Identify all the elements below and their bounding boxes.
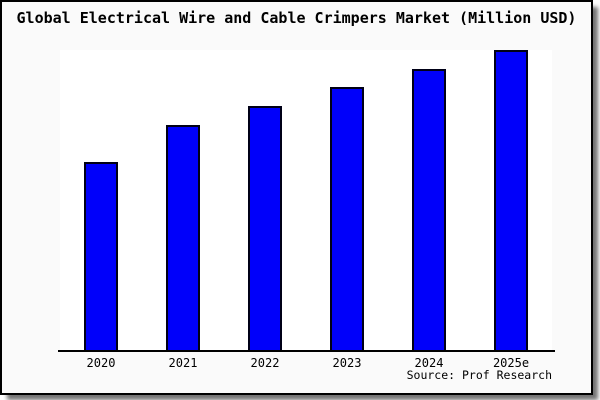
bars	[60, 50, 552, 350]
bar-2024	[412, 68, 446, 350]
bar-slot-2024	[388, 50, 470, 350]
bar-2023	[330, 86, 364, 350]
bar-2020	[84, 161, 118, 350]
bar-slot-2020	[60, 50, 142, 350]
bar-slot-2023	[306, 50, 388, 350]
chart-card: Global Electrical Wire and Cable Crimper…	[0, 0, 593, 395]
source-credit: Source: Prof Research	[406, 368, 552, 382]
bar-2025e	[494, 50, 528, 350]
x-tick-label-2020: 2020	[86, 356, 116, 370]
x-tick-label-2025e: 2025e	[492, 356, 530, 370]
bar-2021	[166, 125, 200, 350]
chart-title: Global Electrical Wire and Cable Crimper…	[16, 9, 577, 27]
x-axis-line	[58, 350, 555, 352]
bar-slot-2022	[224, 50, 306, 350]
x-tick-label-2023: 2023	[332, 356, 362, 370]
bar-2022	[248, 106, 282, 350]
plot-area	[60, 50, 552, 350]
x-tick-label-2024: 2024	[414, 356, 444, 370]
x-tick-labels: 2020 2021 2022 2023 2024 2025e	[60, 356, 552, 370]
x-tick-label-2021: 2021	[168, 356, 198, 370]
bar-slot-2025e	[470, 50, 552, 350]
x-tick-label-2022: 2022	[250, 356, 280, 370]
bar-slot-2021	[142, 50, 224, 350]
